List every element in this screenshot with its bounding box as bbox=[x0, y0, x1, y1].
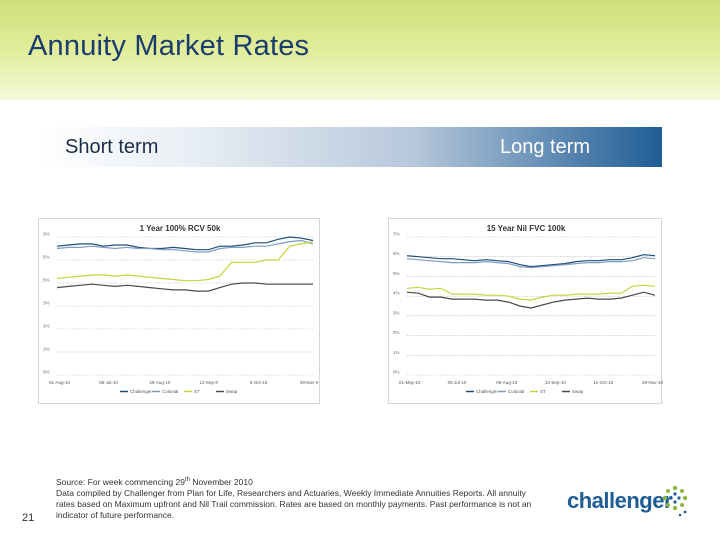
series-line-challenger bbox=[406, 254, 656, 268]
x-tick-label: 09-Aug-10 bbox=[496, 380, 518, 385]
challenger-logo: challenger bbox=[567, 484, 692, 520]
source-prefix: Source: For week commencing 29 bbox=[56, 476, 185, 487]
y-tick-label: 3% bbox=[43, 232, 50, 237]
source-suffix: November 2010 bbox=[190, 476, 253, 487]
series-line-swap bbox=[56, 282, 313, 292]
tab-long-term[interactable]: Long term bbox=[500, 136, 591, 158]
y-tick-label: 1% bbox=[393, 350, 400, 355]
source-detail: Data compiled by Challenger from Plan fo… bbox=[56, 487, 532, 520]
slide-number: 21 bbox=[22, 512, 35, 524]
legend-label: Challenger bbox=[130, 389, 152, 394]
series-line-challenger bbox=[56, 236, 314, 251]
source-note: Source: For week commencing 29th Novembe… bbox=[56, 475, 546, 521]
short-term-chart-svg: 1 Year 100% RCV 50k 3% 5% 5% 3% 2% 1% 0% 01-Aug-… bbox=[43, 224, 319, 394]
legend-label: Challenger bbox=[476, 389, 498, 394]
y-tick-label: 7% bbox=[393, 232, 400, 237]
legend-label: Swap bbox=[572, 389, 584, 394]
term-tab-bar bbox=[38, 127, 662, 167]
y-tick-label: 0% bbox=[43, 370, 50, 375]
y-tick-label: 2% bbox=[43, 324, 50, 329]
legend-label: ST bbox=[194, 389, 200, 394]
chart-title: 15 Year Nil FVC 100k bbox=[487, 224, 566, 233]
header-band bbox=[0, 0, 720, 100]
y-tick-label: 1% bbox=[43, 347, 50, 352]
series-line-st bbox=[56, 241, 314, 282]
short-term-chart: 1 Year 100% RCV 50k 3% 5% 5% 3% 2% 1% 0% 01-Aug-… bbox=[38, 218, 320, 404]
x-tick-label: 6-Oct-10 bbox=[250, 380, 268, 385]
source-sup: th bbox=[184, 477, 190, 483]
y-tick-label: 6% bbox=[393, 251, 400, 256]
y-tick-label: 5% bbox=[43, 278, 50, 283]
page-title: Annuity Market Rates bbox=[28, 30, 310, 62]
y-tick-label: 4% bbox=[393, 291, 400, 296]
x-tick-label: 29-Aug-10 bbox=[149, 380, 171, 385]
long-term-chart: 15 Year Nil FVC 100k 7% 6% 5% 4% 3% 2% 1% 0% 01-M… bbox=[388, 218, 664, 404]
tab-short-term[interactable]: Short term bbox=[65, 136, 159, 158]
logo-star-icon bbox=[662, 485, 688, 517]
x-tick-label: 28-Nov-10 bbox=[642, 380, 663, 385]
series-line-swap bbox=[406, 291, 656, 309]
series-line-colonial bbox=[406, 257, 656, 269]
legend-label: Colonial bbox=[162, 389, 178, 394]
x-tick-label: 12-Sep-0 bbox=[200, 380, 219, 385]
x-tick-label: 05-Jul-10 bbox=[448, 380, 467, 385]
x-tick-label: 01-May-10 bbox=[399, 380, 421, 385]
legend-label: Colonial bbox=[508, 389, 524, 394]
long-term-chart-svg: 15 Year Nil FVC 100k 7% 6% 5% 4% 3% 2% 1% 0% 01-M… bbox=[393, 224, 664, 394]
y-tick-label: 3% bbox=[393, 310, 400, 315]
logo-text: challenger bbox=[567, 488, 673, 513]
x-tick-label: 01-Aug-10 bbox=[49, 380, 71, 385]
y-tick-label: 5% bbox=[43, 255, 50, 260]
y-tick-label: 5% bbox=[393, 271, 400, 276]
y-tick-label: 0% bbox=[393, 370, 400, 375]
y-tick-label: 3% bbox=[43, 301, 50, 306]
chart-title: 1 Year 100% RCV 50k bbox=[140, 224, 221, 233]
x-tick-label: 13-Sep-10 bbox=[545, 380, 567, 385]
x-tick-label: 28-Nov-0 bbox=[300, 380, 319, 385]
series-line-colonial bbox=[56, 239, 314, 253]
series-line-st bbox=[406, 284, 656, 301]
y-tick-label: 2% bbox=[393, 330, 400, 335]
legend-label: Swap bbox=[226, 389, 238, 394]
legend-label: ST bbox=[540, 389, 546, 394]
x-tick-label: 05-Jul-10 bbox=[99, 380, 118, 385]
x-tick-label: 11-Oct-10 bbox=[593, 380, 613, 385]
